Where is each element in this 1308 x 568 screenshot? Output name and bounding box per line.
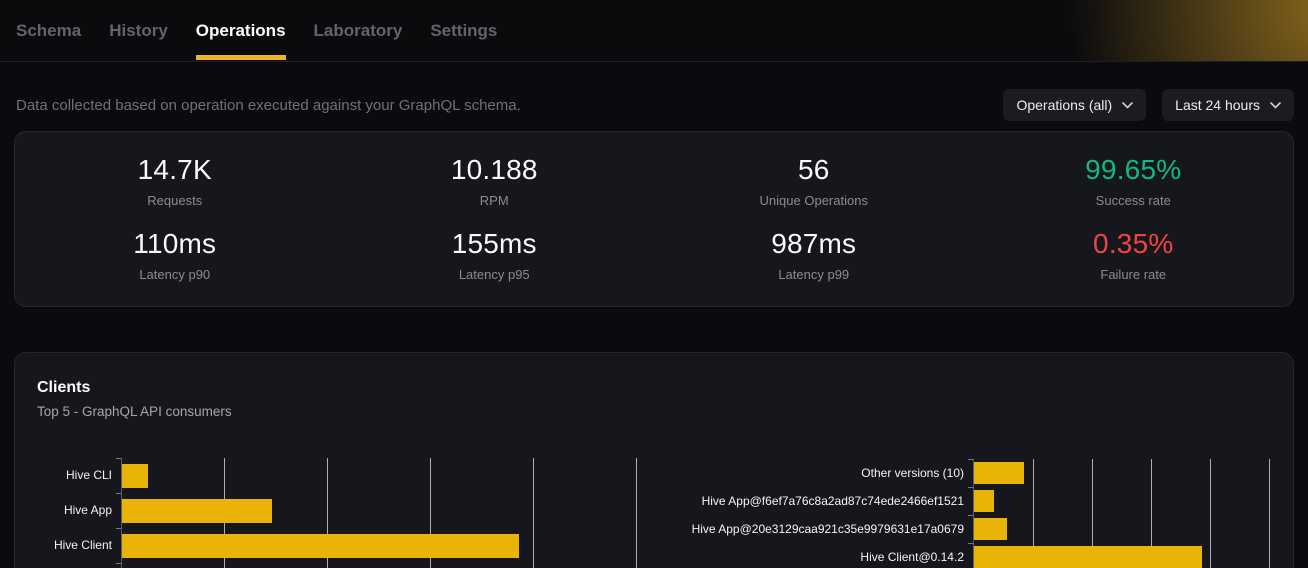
stat-label: Failure rate	[1100, 267, 1167, 282]
chevron-down-icon	[1122, 101, 1133, 109]
tab-schema[interactable]: Schema	[16, 20, 82, 40]
chart-bar	[122, 463, 148, 488]
stat-label: Success rate	[1095, 193, 1171, 208]
stat-label: Requests	[147, 193, 203, 208]
chart-bar	[122, 498, 272, 523]
stat-label: RPM	[479, 193, 509, 208]
stat-label: Unique Operations	[759, 193, 868, 208]
stat-value: 110ms	[133, 228, 217, 259]
stat-latency-p90: 110ms Latency p90	[15, 218, 335, 292]
chart-gridline	[532, 458, 534, 568]
time-range-label: Last 24 hours	[1175, 97, 1260, 113]
page-description: Data collected based on operation execut…	[16, 96, 521, 114]
tab-history[interactable]: History	[109, 20, 168, 40]
time-range-dropdown[interactable]: Last 24 hours	[1162, 89, 1294, 121]
chart-category-label: Hive CLI	[65, 468, 112, 482]
chart-category-label: Hive App@f6ef7a76c8a2ad87c74ede2466ef152…	[701, 494, 964, 508]
stat-unique-operations: 56 Unique Operations	[654, 144, 974, 218]
stat-value: 14.7K	[137, 154, 212, 185]
chart-y-axis-line	[121, 458, 122, 568]
stat-requests: 14.7K Requests	[15, 144, 335, 218]
stat-value: 56	[797, 154, 830, 185]
chart-gridline	[1032, 459, 1034, 568]
chart-category-label: Hive App	[63, 503, 112, 517]
stat-value: 987ms	[771, 228, 857, 259]
chart-category-label: Other versions (10)	[861, 466, 964, 480]
chart-bar	[974, 518, 1007, 540]
chart-plot-area	[116, 454, 651, 568]
chart-category-label: Hive Client@0.14.2	[860, 550, 964, 564]
top-nav: Schema History Operations Laboratory Set…	[0, 0, 1308, 62]
stat-value: 99.65%	[1085, 154, 1182, 185]
operations-filter-label: Operations (all)	[1016, 97, 1113, 113]
chart-y-axis-line	[973, 459, 974, 568]
stat-rpm: 10.188 RPM	[335, 144, 655, 218]
stat-failure-rate: 0.35% Failure rate	[974, 218, 1294, 292]
clients-card-title: Clients	[37, 379, 91, 396]
chevron-down-icon	[1270, 101, 1281, 109]
stat-value: 10.188	[450, 154, 538, 185]
clients-charts: Hive CLI Hive App Hive Client Other versio…	[15, 454, 1293, 568]
operations-filter-dropdown[interactable]: Operations (all)	[1003, 89, 1147, 121]
chart-gridline	[636, 458, 638, 568]
chart-axis-tick	[968, 543, 973, 544]
tab-operations[interactable]: Operations	[195, 0, 286, 61]
tab-laboratory[interactable]: Laboratory	[313, 20, 403, 40]
chart-gridline	[1092, 459, 1094, 568]
chart-plot-area	[968, 454, 1293, 568]
chart-gridline	[1210, 459, 1212, 568]
stat-value: 0.35%	[1093, 228, 1174, 259]
stat-value: 155ms	[451, 228, 537, 259]
stat-label: Latency p99	[778, 267, 850, 282]
chart-bar	[974, 462, 1024, 484]
chart-axis-tick	[968, 515, 973, 516]
stat-latency-p99: 987ms Latency p99	[654, 218, 974, 292]
stat-label: Latency p95	[458, 267, 530, 282]
chart-gridline	[429, 458, 431, 568]
chart-bar	[122, 533, 519, 558]
chart-axis-tick	[968, 459, 973, 460]
stat-latency-p95: 155ms Latency p95	[335, 218, 655, 292]
chart-axis-tick	[116, 563, 121, 564]
chart-bar	[974, 546, 1203, 568]
chart-category-label: Hive Client	[53, 538, 112, 552]
toolbar: Data collected based on operation execut…	[14, 89, 1294, 121]
chart-category-label: Hive App@20e3129caa921c35e9979631e17a067…	[691, 522, 964, 536]
chart-gridline	[1269, 459, 1270, 568]
chart-axis-tick	[116, 493, 121, 494]
filter-controls: Operations (all) Last 24 hours	[1003, 89, 1294, 121]
chart-bar	[974, 490, 994, 512]
clients-card: Clients Top 5 - GraphQL API consumers Hi…	[14, 352, 1294, 568]
clients-by-version-chart: Other versions (10) Hive App@f6ef7a76c8a2…	[651, 454, 1293, 568]
stat-success-rate: 99.65% Success rate	[974, 144, 1294, 218]
chart-axis-tick	[968, 487, 973, 488]
chart-axis-tick	[116, 528, 121, 529]
tab-settings[interactable]: Settings	[430, 20, 498, 40]
chart-axis-tick	[116, 458, 121, 459]
chart-gridline	[1150, 459, 1152, 568]
stat-label: Latency p90	[139, 267, 211, 282]
clients-card-subtitle: Top 5 - GraphQL API consumers	[37, 404, 232, 419]
chart-gridline	[327, 458, 329, 568]
clients-by-name-chart: Hive CLI Hive App Hive Client	[15, 454, 651, 568]
stats-overview-card: 14.7K Requests 10.188 RPM 56 Unique Oper…	[14, 131, 1294, 307]
